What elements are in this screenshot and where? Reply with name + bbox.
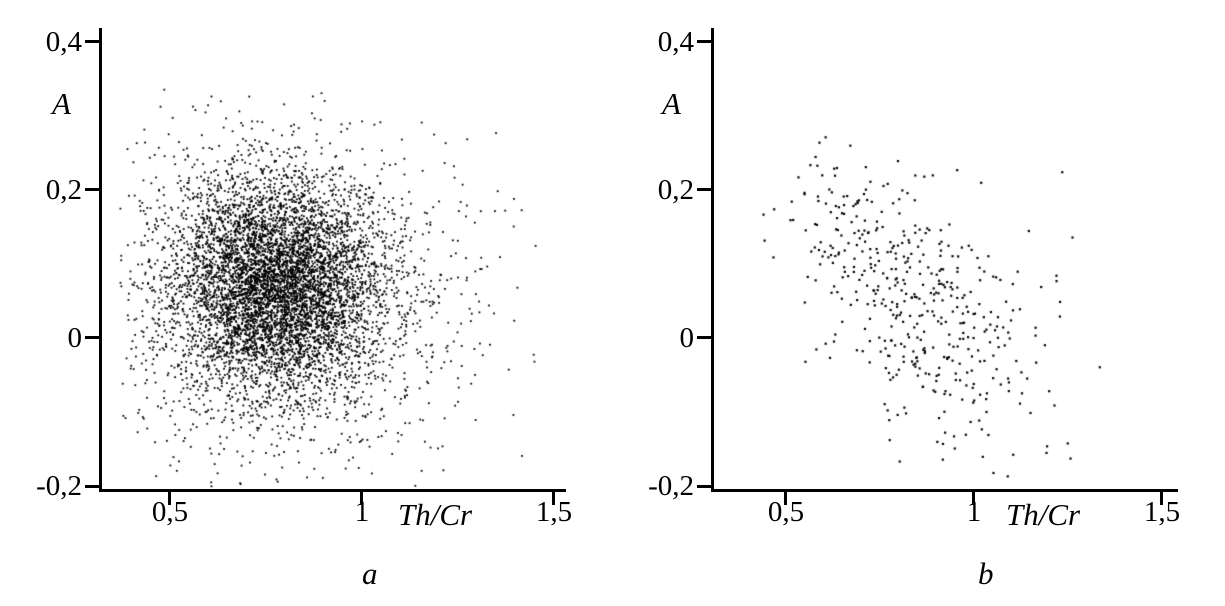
y-tick-label: 0 (679, 322, 695, 354)
y-tick (85, 485, 100, 488)
x-axis-a (99, 489, 566, 492)
x-axis-label: Th/Cr (1006, 497, 1081, 532)
subplot-caption-b: b (978, 556, 994, 591)
y-axis-label: A (662, 86, 681, 121)
x-tick (972, 492, 975, 505)
y-tick (85, 336, 100, 339)
y-tick-label: -0,2 (648, 470, 694, 502)
y-tick-label: 0,2 (45, 174, 82, 206)
x-tick-label: 0,5 (151, 496, 189, 528)
x-tick (552, 492, 555, 505)
subplot-caption-a: a (362, 556, 378, 591)
y-tick-label: 0,4 (45, 26, 82, 58)
y-tick (697, 40, 712, 43)
y-axis-b (711, 28, 714, 492)
y-tick (85, 188, 100, 191)
y-axis-a (99, 28, 102, 492)
x-tick (168, 492, 171, 505)
x-axis-b (711, 489, 1178, 492)
x-tick-label: 0,5 (767, 496, 805, 528)
y-tick-label: 0 (67, 322, 83, 354)
x-tick-label: 1 (354, 496, 370, 528)
y-tick (697, 188, 712, 191)
x-tick (360, 492, 363, 505)
y-tick-label: 0,4 (657, 26, 694, 58)
x-axis-label: Th/Cr (398, 497, 473, 532)
x-tick-label: 1 (966, 496, 982, 528)
y-tick-label: 0,2 (657, 174, 694, 206)
y-tick (697, 336, 712, 339)
y-tick-label: -0,2 (36, 470, 82, 502)
y-axis-label: A (52, 86, 71, 121)
x-tick (1160, 492, 1163, 505)
y-tick (85, 40, 100, 43)
x-tick-label: 1,5 (1143, 496, 1181, 528)
x-tick (784, 492, 787, 505)
x-tick-label: 1,5 (535, 496, 573, 528)
y-tick (697, 485, 712, 488)
